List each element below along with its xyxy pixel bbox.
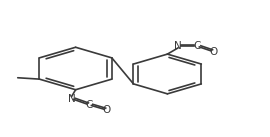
Text: C: C [85, 100, 93, 110]
Text: O: O [103, 105, 111, 115]
Text: N: N [174, 41, 182, 51]
Text: C: C [193, 41, 201, 51]
Text: N: N [68, 94, 75, 104]
Text: O: O [209, 47, 217, 57]
